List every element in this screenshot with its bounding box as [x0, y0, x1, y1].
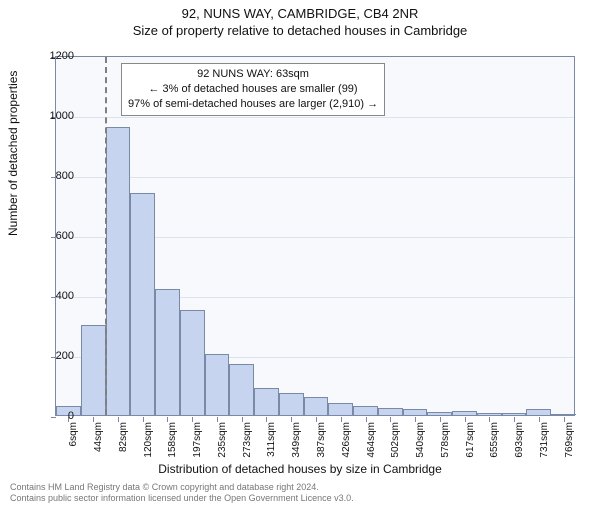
ytick-label: 800 [34, 170, 74, 182]
histogram-bar [328, 403, 353, 415]
ytick-label: 1200 [34, 50, 74, 62]
histogram-bar [403, 409, 428, 415]
histogram-bar [279, 393, 304, 416]
xtick-label: 731sqm [539, 422, 550, 492]
histogram-bar [229, 364, 254, 415]
histogram-bar [353, 406, 378, 415]
histogram-bar [526, 409, 551, 415]
gridline [56, 177, 574, 178]
histogram-bar [180, 310, 205, 415]
reference-line [105, 57, 107, 415]
x-axis-label: Distribution of detached houses by size … [0, 462, 600, 476]
footer-line2: Contains public sector information licen… [10, 493, 354, 504]
histogram-bar [378, 408, 403, 416]
annotation-line: ← 3% of detached houses are smaller (99) [128, 82, 378, 97]
xtick-label: 693sqm [514, 422, 525, 492]
histogram-bar [452, 411, 477, 415]
histogram-bar [427, 412, 452, 415]
xtick-label: 769sqm [564, 422, 575, 492]
histogram-bar [254, 388, 279, 415]
chart-container: 6sqm44sqm82sqm120sqm158sqm197sqm235sqm27… [55, 56, 575, 416]
histogram-bar [81, 325, 106, 415]
y-axis-label: Number of detached properties [6, 71, 20, 236]
page-title-line2: Size of property relative to detached ho… [0, 23, 600, 38]
annotation-line: 97% of semi-detached houses are larger (… [128, 97, 378, 112]
ytick-label: 0 [34, 410, 74, 422]
gridline [56, 117, 574, 118]
xtick-label: 464sqm [366, 422, 377, 492]
ytick-label: 1000 [34, 110, 74, 122]
histogram-bar [106, 127, 131, 415]
footer-line1: Contains HM Land Registry data © Crown c… [10, 482, 354, 493]
histogram-bar [205, 354, 230, 416]
xtick-label: 502sqm [390, 422, 401, 492]
histogram-bar [551, 414, 576, 416]
annotation-line: 92 NUNS WAY: 63sqm [128, 67, 378, 82]
ytick-label: 600 [34, 230, 74, 242]
xtick-label: 578sqm [440, 422, 451, 492]
histogram-bar [502, 413, 527, 415]
xtick-label: 655sqm [489, 422, 500, 492]
ytick-label: 400 [34, 290, 74, 302]
histogram-bar [130, 193, 155, 415]
page-title-line1: 92, NUNS WAY, CAMBRIDGE, CB4 2NR [0, 6, 600, 21]
footer-attribution: Contains HM Land Registry data © Crown c… [10, 482, 354, 505]
histogram-bar [155, 289, 180, 415]
xtick-label: 540sqm [415, 422, 426, 492]
plot-area: 6sqm44sqm82sqm120sqm158sqm197sqm235sqm27… [55, 56, 575, 416]
annotation-box: 92 NUNS WAY: 63sqm← 3% of detached house… [121, 63, 385, 116]
histogram-bar [477, 413, 502, 415]
histogram-bar [304, 397, 329, 415]
xtick-label: 617sqm [465, 422, 476, 492]
ytick-label: 200 [34, 350, 74, 362]
